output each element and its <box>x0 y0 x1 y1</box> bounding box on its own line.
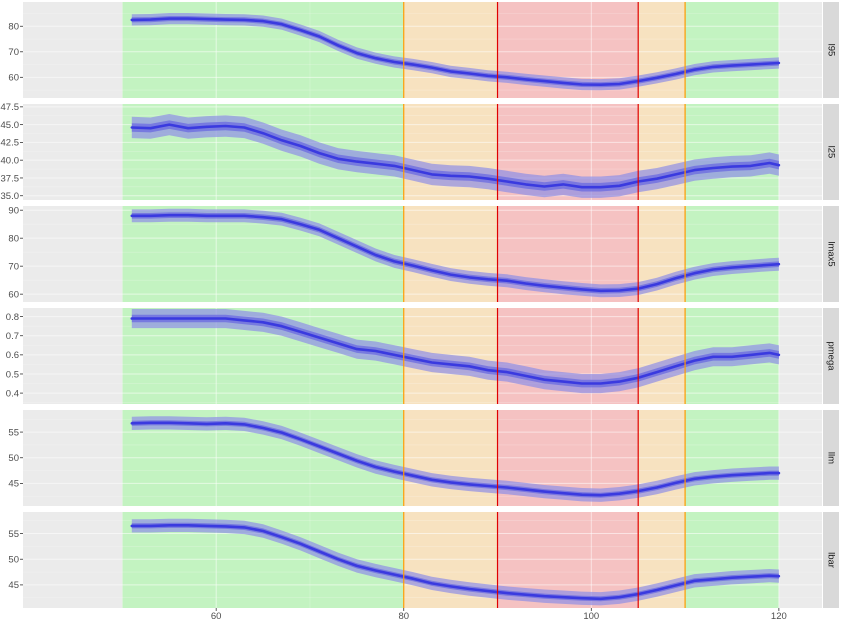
facet-strip-label: lmax5 <box>826 241 837 266</box>
y-tick-label: 0.4 <box>6 388 19 399</box>
x-tick-label: 120 <box>771 611 787 622</box>
x-tick-label: 100 <box>583 611 599 622</box>
y-tick-label: 35.0 <box>1 191 20 202</box>
facet-strip-label: l95 <box>826 44 837 57</box>
facet-strip <box>823 512 839 608</box>
facet-panel-l25: 35.0 37.5 40.0 42.5 45.0 47.5 l25 <box>1 102 839 202</box>
y-tick-label: 60 <box>8 289 19 300</box>
facet-strip-label: llm <box>826 452 837 464</box>
series-line-lmax5 <box>130 213 781 293</box>
y-tick-label: 0.7 <box>6 331 19 342</box>
y-tick-label: 0.8 <box>6 312 19 323</box>
y-tick-label: 80 <box>8 233 19 244</box>
facet-strip-label: l25 <box>826 146 837 159</box>
facet-strip <box>823 104 839 200</box>
facet-strip <box>823 410 839 506</box>
y-tick-label: 0.6 <box>6 350 19 361</box>
confidence-band-inner <box>131 314 779 388</box>
y-tick-label: 42.5 <box>1 138 20 149</box>
facet-strip <box>823 206 839 302</box>
x-tick-label: 80 <box>398 611 409 622</box>
x-tick-label: 60 <box>211 611 222 622</box>
zone-band-4 <box>685 512 779 608</box>
series-line-pmega <box>130 317 781 385</box>
y-tick-label: 37.5 <box>1 173 20 184</box>
facet-strip-label: lbar <box>826 552 837 568</box>
y-tick-label: 55 <box>8 427 19 438</box>
facet-panel-llm: 45 50 55 llm <box>8 410 839 506</box>
confidence-band-outer <box>131 114 779 198</box>
y-tick-label: 70 <box>8 47 19 58</box>
confidence-band-inner <box>131 212 779 294</box>
series-line-lbar <box>130 523 781 601</box>
series-line-llm <box>130 421 781 497</box>
zone-band-1 <box>403 2 498 98</box>
facet-panel-lmax5: 60 70 80 90 lmax5 <box>8 205 839 302</box>
y-tick-label: 50 <box>8 555 19 566</box>
zone-band-4 <box>685 104 779 200</box>
y-tick-label: 50 <box>8 453 19 464</box>
zone-band-4 <box>685 2 779 98</box>
facet-panel-lbar: 45 50 55 lbar <box>8 512 839 608</box>
y-tick-label: 45 <box>8 479 19 490</box>
series-line-l25 <box>130 123 781 189</box>
y-tick-label: 45.0 <box>1 120 20 131</box>
y-tick-label: 47.5 <box>1 102 20 113</box>
confidence-band-outer <box>131 13 779 91</box>
facet-panel-l95: 60 70 80 l95 <box>8 2 839 98</box>
zone-band-4 <box>685 206 779 302</box>
zone-band-1 <box>403 206 498 302</box>
facet-panel-pmega: 0.4 0.5 0.6 0.7 0.8 pmega <box>6 308 839 404</box>
y-tick-label: 0.5 <box>6 369 19 380</box>
y-tick-label: 40.0 <box>1 155 20 166</box>
y-tick-label: 90 <box>8 205 19 216</box>
series-line-l95 <box>130 17 781 86</box>
y-tick-label: 70 <box>8 261 19 272</box>
facet-strip <box>823 2 839 98</box>
zone-band-3 <box>638 308 686 404</box>
facet-strip <box>823 308 839 404</box>
facet-strip-label: pmega <box>826 341 837 371</box>
y-tick-label: 55 <box>8 529 19 540</box>
y-tick-label: 45 <box>8 580 19 591</box>
y-tick-label: 60 <box>8 73 19 84</box>
y-tick-label: 80 <box>8 22 19 33</box>
